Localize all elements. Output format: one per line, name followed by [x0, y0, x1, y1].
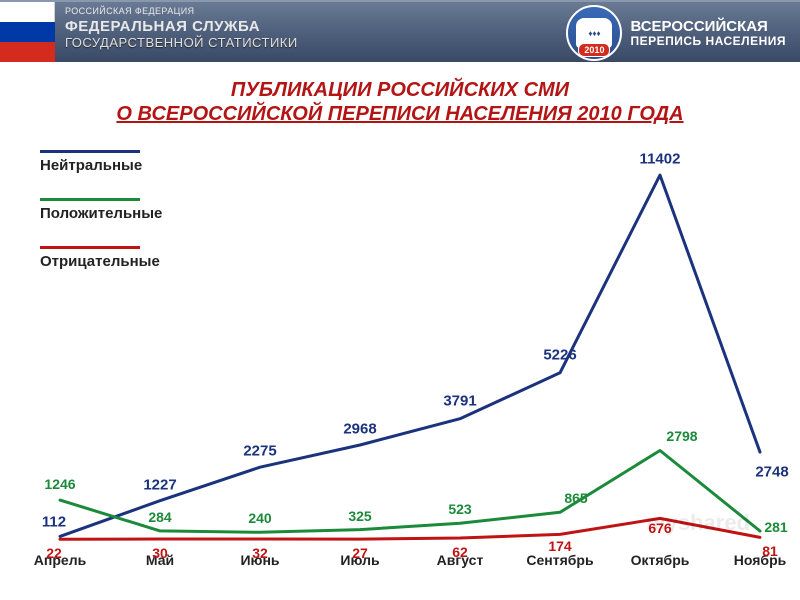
data-label-positive-5: 865 — [564, 490, 587, 506]
data-label-negative-1: 30 — [152, 545, 168, 561]
data-label-neutral-3: 2968 — [343, 421, 376, 438]
x-label-6: Октябрь — [631, 552, 690, 568]
data-label-negative-3: 27 — [352, 545, 368, 561]
header-banner: РОССИЙСКАЯ ФЕДЕРАЦИЯ ФЕДЕРАЛЬНАЯ СЛУЖБА … — [0, 0, 800, 62]
data-label-neutral-0: 112 — [42, 514, 66, 531]
data-label-neutral-6: 11402 — [640, 151, 681, 168]
census-badge-icon: ♦♦♦ 2010 — [566, 5, 622, 61]
data-label-neutral-2: 2275 — [243, 443, 276, 460]
chart-title-line2: О ВСЕРОССИЙСКОЙ ПЕРЕПИСИ НАСЕЛЕНИЯ 2010 … — [0, 102, 800, 126]
header-sub: ГОСУДАРСТВЕННОЙ СТАТИСТИКИ — [65, 36, 298, 51]
chart-title: ПУБЛИКАЦИИ РОССИЙСКИХ СМИ О ВСЕРОССИЙСКО… — [0, 78, 800, 126]
x-axis-labels: АпрельМайИюньИюльАвгустСентябрьОктябрьНо… — [30, 546, 770, 570]
census-badge-text: ВСЕРОССИЙСКАЯ ПЕРЕПИСЬ НАСЕЛЕНИЯ — [630, 19, 786, 47]
data-label-positive-4: 523 — [448, 501, 471, 517]
data-label-positive-0: 1246 — [44, 476, 75, 492]
flag-icon — [0, 2, 55, 62]
data-label-negative-7: 81 — [762, 543, 778, 559]
header-main: ФЕДЕРАЛЬНАЯ СЛУЖБА — [65, 18, 298, 35]
census-badge-line1: ВСЕРОССИЙСКАЯ — [630, 19, 786, 35]
data-label-positive-7: 281 — [764, 519, 787, 535]
data-label-negative-0: 22 — [46, 545, 62, 561]
line-chart: НейтральныеПоложительныеОтрицательные Ап… — [30, 140, 770, 570]
census-badge-year: 2010 — [578, 43, 610, 57]
chart-title-line1: ПУБЛИКАЦИИ РОССИЙСКИХ СМИ — [0, 78, 800, 102]
data-label-positive-3: 325 — [348, 508, 371, 524]
census-badge-line2: ПЕРЕПИСЬ НАСЕЛЕНИЯ — [630, 35, 786, 48]
data-label-neutral-7: 2748 — [755, 464, 788, 481]
data-label-negative-6: 676 — [648, 520, 671, 536]
data-label-negative-5: 174 — [548, 538, 571, 554]
data-label-neutral-1: 1227 — [143, 476, 176, 493]
x-label-7: Ноябрь — [734, 552, 786, 568]
data-label-neutral-5: 5226 — [543, 346, 576, 363]
data-label-positive-2: 240 — [248, 510, 271, 526]
header-super: РОССИЙСКАЯ ФЕДЕРАЦИЯ — [65, 6, 298, 16]
data-label-negative-4: 62 — [452, 544, 468, 560]
data-label-negative-2: 32 — [252, 545, 268, 561]
data-label-neutral-4: 3791 — [443, 392, 476, 409]
data-label-positive-1: 284 — [148, 509, 171, 525]
census-badge: ♦♦♦ 2010 ВСЕРОССИЙСКАЯ ПЕРЕПИСЬ НАСЕЛЕНИ… — [566, 5, 786, 61]
chart-svg — [30, 140, 770, 570]
data-label-positive-6: 2798 — [666, 428, 697, 444]
header-text: РОССИЙСКАЯ ФЕДЕРАЦИЯ ФЕДЕРАЛЬНАЯ СЛУЖБА … — [55, 2, 308, 62]
